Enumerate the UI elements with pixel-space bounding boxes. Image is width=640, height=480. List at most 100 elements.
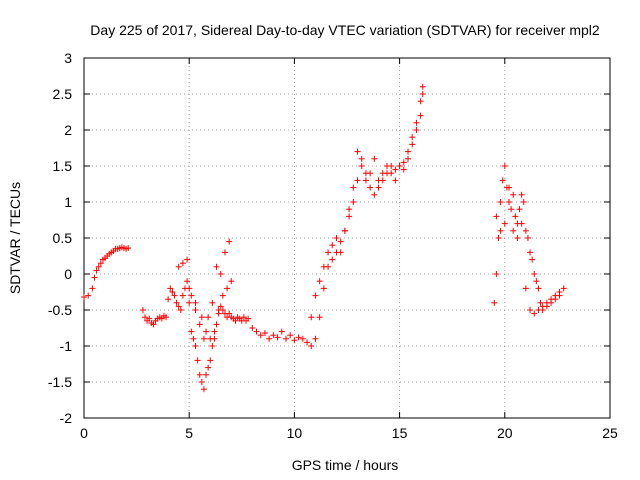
data-point xyxy=(215,307,222,313)
data-point xyxy=(400,166,407,173)
data-point xyxy=(367,184,374,191)
data-point xyxy=(295,334,302,341)
data-point xyxy=(543,299,550,306)
data-point xyxy=(209,343,216,349)
data-point xyxy=(226,310,233,317)
data-point xyxy=(337,249,344,256)
data-point xyxy=(274,334,281,341)
data-point xyxy=(81,294,87,301)
data-point xyxy=(270,332,277,339)
data-point xyxy=(400,159,407,166)
data-point xyxy=(186,285,193,292)
data-point xyxy=(508,206,515,213)
data-point xyxy=(524,235,531,241)
data-point xyxy=(179,260,186,267)
data-point xyxy=(257,332,264,339)
data-point xyxy=(346,206,353,213)
data-point xyxy=(175,263,182,270)
data-point xyxy=(282,335,289,342)
data-point xyxy=(203,328,210,335)
data-point xyxy=(320,263,327,270)
axis-ticks: 0 5 10 15 20 25 -2 -1.5 -1 -0.5 0 0.5 1 1.5 2 2.5 3 xyxy=(48,50,618,441)
y-tick-label: -1 xyxy=(60,338,73,354)
data-point xyxy=(375,184,382,191)
data-point xyxy=(194,357,201,364)
data-point xyxy=(139,307,146,313)
data-point xyxy=(396,163,403,169)
data-point xyxy=(95,263,102,270)
x-tick-label: 15 xyxy=(392,425,408,441)
data-point xyxy=(535,307,542,313)
data-point xyxy=(371,155,378,162)
data-point xyxy=(97,260,104,267)
data-point xyxy=(240,314,247,321)
data-point xyxy=(196,371,203,378)
data-point xyxy=(304,339,311,346)
data-point xyxy=(217,271,224,277)
data-point xyxy=(184,278,191,285)
x-axis-label: GPS time / hours xyxy=(292,457,399,473)
x-tick-label: 0 xyxy=(80,425,88,441)
y-axis-label: SDTVAR / TECUs xyxy=(7,182,23,294)
data-point xyxy=(93,267,100,274)
gridlines xyxy=(84,58,610,418)
data-point xyxy=(419,83,426,90)
data-point xyxy=(196,321,203,328)
data-point xyxy=(171,292,178,299)
y-tick-label: 0.5 xyxy=(53,230,73,246)
data-point xyxy=(522,285,529,292)
data-point xyxy=(493,213,500,220)
data-point xyxy=(548,296,555,303)
data-point xyxy=(491,299,498,306)
data-point xyxy=(308,343,315,349)
data-point xyxy=(405,148,412,155)
data-point xyxy=(312,335,319,342)
data-point xyxy=(501,220,508,227)
data-point xyxy=(163,314,170,321)
data-point xyxy=(316,314,323,321)
data-point xyxy=(362,177,369,184)
data-point xyxy=(375,177,382,184)
data-point xyxy=(228,278,235,285)
data-point xyxy=(200,386,207,393)
data-point xyxy=(510,191,517,198)
data-point xyxy=(192,343,199,349)
data-point xyxy=(506,199,513,205)
data-point xyxy=(190,335,197,342)
data-point xyxy=(497,199,504,205)
data-point xyxy=(165,296,172,303)
data-points xyxy=(81,83,567,393)
data-point xyxy=(299,335,306,342)
x-tick-label: 5 xyxy=(185,425,193,441)
data-point xyxy=(417,112,424,119)
data-point xyxy=(167,285,174,292)
data-point xyxy=(518,191,525,198)
data-point xyxy=(169,289,176,295)
y-tick-label: -2 xyxy=(60,410,73,426)
data-point xyxy=(329,242,336,249)
data-point xyxy=(188,292,195,299)
data-point xyxy=(198,314,205,321)
data-point xyxy=(388,170,395,177)
data-point xyxy=(278,328,285,335)
x-tick-label: 25 xyxy=(602,425,618,441)
data-point xyxy=(177,307,184,313)
data-point xyxy=(291,337,298,344)
data-point xyxy=(211,328,218,335)
data-point xyxy=(383,163,390,169)
data-point xyxy=(522,227,529,234)
data-point xyxy=(205,314,212,321)
data-point xyxy=(173,299,180,306)
data-point xyxy=(217,303,224,310)
data-point xyxy=(205,364,212,371)
data-point xyxy=(512,213,519,220)
data-point xyxy=(253,328,260,335)
data-point xyxy=(350,184,357,191)
y-tick-label: -1.5 xyxy=(48,374,72,390)
data-point xyxy=(409,141,416,148)
data-point xyxy=(329,256,336,263)
data-point xyxy=(527,307,534,313)
data-point xyxy=(516,206,523,213)
data-point xyxy=(493,271,500,277)
